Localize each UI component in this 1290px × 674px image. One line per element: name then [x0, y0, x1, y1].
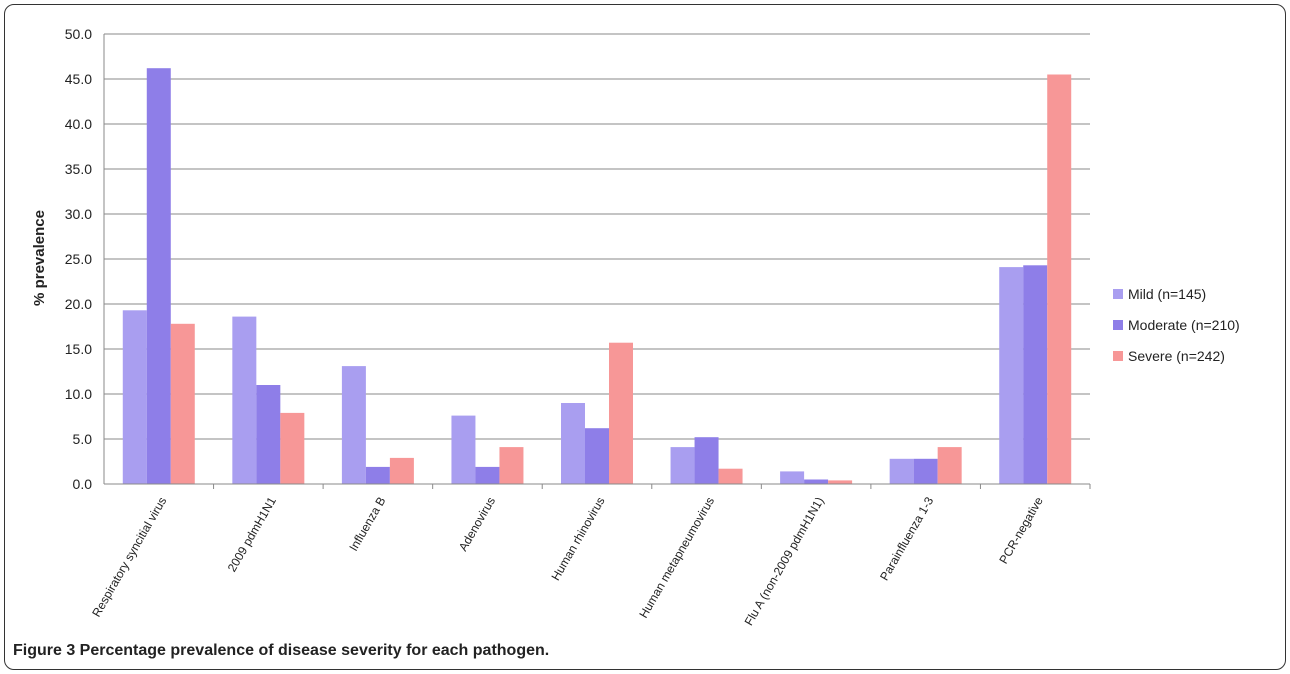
x-tick-label: PCR-negative	[996, 494, 1046, 566]
x-tick-label: Influenza B	[346, 495, 388, 554]
caption-text: Percentage prevalence of disease severit…	[75, 642, 550, 659]
legend-swatch	[1113, 320, 1123, 330]
figure-caption: Figure 3 Percentage prevalence of diseas…	[13, 642, 549, 660]
x-tick-label: Respiratory syncitial virus	[89, 495, 169, 620]
x-tick-label: 2009 pdmH1N1	[225, 494, 279, 574]
bar	[170, 323, 195, 484]
x-tick-labels: Respiratory syncitial virus 2009 pdmH1N1 I…	[89, 494, 1046, 628]
bar	[365, 466, 390, 484]
y-tick-label: 20.0	[65, 296, 92, 312]
bar	[256, 385, 281, 484]
bar	[146, 68, 171, 484]
bar	[1023, 265, 1048, 484]
bar	[122, 310, 147, 484]
bar	[804, 479, 829, 484]
y-tick-label: 15.0	[65, 341, 92, 357]
y-tick-label: 25.0	[65, 251, 92, 267]
bar	[585, 428, 609, 484]
bar	[718, 468, 743, 484]
bar	[913, 458, 938, 484]
bar	[561, 403, 585, 484]
bar	[780, 471, 805, 484]
caption-label: Figure 3	[13, 642, 76, 659]
axes	[103, 34, 1091, 489]
y-axis-label: % prevalence	[31, 210, 48, 306]
bar	[499, 447, 524, 484]
x-tick-label: Parainfluenza 1-3	[877, 494, 936, 583]
bar	[1047, 74, 1072, 484]
y-tick-label: 50.0	[65, 26, 92, 42]
bar	[937, 447, 962, 484]
legend: Mild (n=145) Moderate (n=210) Severe (n=24…	[1113, 286, 1240, 364]
bar	[889, 458, 914, 484]
bars	[122, 68, 1072, 484]
bar	[828, 480, 853, 484]
bar	[694, 437, 719, 484]
bar	[475, 466, 500, 484]
bar	[389, 457, 414, 484]
bar	[670, 447, 695, 484]
legend-label: Moderate (n=210)	[1128, 317, 1240, 333]
y-tick-label: 5.0	[73, 431, 93, 447]
y-tick-label: 10.0	[65, 386, 92, 402]
legend-label: Mild (n=145)	[1128, 286, 1206, 302]
y-tick-label: 0.0	[73, 476, 93, 492]
bar-chart: 0.0 5.0 10.0 15.0 20.0 25.0 30.0 35.0 40.0 45.0 50…	[31, 26, 1240, 628]
figure-frame	[4, 4, 1286, 670]
bar	[341, 366, 366, 484]
bar	[280, 412, 305, 484]
bar	[609, 342, 633, 484]
bar	[999, 267, 1024, 484]
y-tick-labels: 0.0 5.0 10.0 15.0 20.0 25.0 30.0 35.0 40.0 45.0 50…	[65, 26, 92, 492]
legend-label: Severe (n=242)	[1128, 348, 1225, 364]
legend-swatch	[1113, 351, 1123, 361]
x-tick-label: Human metapneumovirus	[636, 495, 717, 621]
x-tick-label: Human rhinovirus	[548, 495, 607, 583]
y-tick-label: 35.0	[65, 161, 92, 177]
legend-swatch	[1113, 289, 1123, 299]
y-tick-label: 40.0	[65, 116, 92, 132]
y-tick-label: 30.0	[65, 206, 92, 222]
bar	[451, 415, 476, 484]
y-tick-label: 45.0	[65, 71, 92, 87]
x-tick-label: Flu A (non-2009 pdmH1N1)	[742, 495, 827, 629]
x-tick-label: Adenovirus	[456, 495, 498, 554]
bar	[232, 316, 257, 484]
